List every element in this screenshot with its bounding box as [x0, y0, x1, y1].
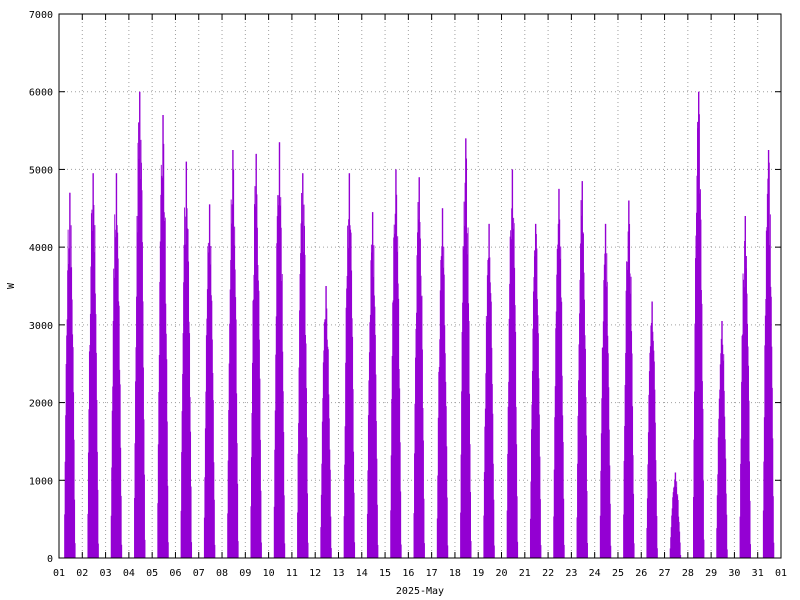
y-tick-label: 2000 [29, 399, 53, 410]
x-tick-label: 26 [635, 568, 647, 579]
x-tick-label: 16 [402, 568, 414, 579]
day-profile-2025-05-06 [180, 161, 193, 558]
x-tick-label: 04 [123, 568, 135, 579]
x-tick-label: 08 [216, 568, 228, 579]
x-tick-label: 09 [239, 568, 251, 579]
y-tick-label: 0 [47, 554, 53, 565]
day-profile-2025-05-15 [390, 169, 402, 558]
x-tick-label: 01 [775, 568, 787, 579]
y-axis: 0 1000 2000 3000 4000 5000 6000 7000 [29, 10, 781, 565]
day-profile-2025-05-27 [669, 472, 682, 558]
x-tick-label: 15 [379, 568, 391, 579]
chart-bars [64, 91, 775, 558]
x-tick-label: 14 [356, 568, 368, 579]
y-tick-label: 4000 [29, 243, 53, 254]
x-axis: 01 02 03 04 05 06 07 08 09 10 11 12 13 14 15 16 17 18 19 20… [53, 14, 787, 579]
day-profile-2025-05-16 [413, 177, 425, 558]
day-profile-2025-05-30 [739, 216, 751, 558]
day-profile-2025-05-12 [320, 286, 332, 558]
x-tick-label: 31 [752, 568, 764, 579]
x-tick-label: 03 [100, 568, 112, 579]
day-profile-2025-05-13 [343, 173, 356, 558]
x-tick-label: 02 [76, 568, 88, 579]
day-profile-2025-05-01 [64, 192, 76, 558]
x-axis-label: 2025-May [396, 586, 444, 597]
day-profile-2025-05-21 [529, 223, 542, 558]
x-tick-label: 10 [263, 568, 275, 579]
day-profile-2025-05-11 [297, 173, 309, 558]
day-profile-2025-05-29 [716, 320, 728, 558]
x-tick-label: 06 [169, 568, 181, 579]
x-tick-label: 22 [542, 568, 554, 579]
x-tick-label: 30 [728, 568, 740, 579]
x-tick-label: 19 [472, 568, 484, 579]
plot-frame [58, 13, 782, 559]
day-profile-2025-05-09 [250, 153, 262, 558]
y-tick-label: 5000 [29, 165, 53, 176]
day-profile-2025-05-31 [762, 150, 775, 558]
y-tick-label: 7000 [29, 10, 53, 21]
x-tick-label: 05 [146, 568, 158, 579]
day-profile-2025-05-23 [576, 181, 588, 558]
day-profile-2025-05-05 [157, 115, 169, 558]
x-tick-label: 25 [612, 568, 624, 579]
day-profile-2025-05-28 [693, 91, 705, 558]
x-tick-label: 11 [286, 568, 298, 579]
y-tick-label: 1000 [29, 476, 53, 487]
x-tick-label: 13 [332, 568, 344, 579]
x-tick-label: 27 [659, 568, 671, 579]
day-profile-2025-05-04 [134, 91, 146, 558]
day-profile-2025-05-17 [436, 208, 449, 558]
day-profile-2025-05-22 [553, 188, 565, 558]
day-profile-2025-05-18 [460, 138, 472, 558]
x-tick-label: 24 [589, 568, 601, 579]
y-axis-label: W [6, 282, 17, 289]
y-tick-label: 3000 [29, 321, 53, 332]
x-tick-label: 21 [519, 568, 531, 579]
x-tick-label: 07 [193, 568, 205, 579]
x-tick-label: 23 [565, 568, 577, 579]
day-profile-2025-05-26 [646, 301, 658, 558]
x-tick-label: 28 [682, 568, 694, 579]
x-tick-label: 18 [449, 568, 461, 579]
x-tick-label: 01 [53, 568, 65, 579]
y-tick-label: 6000 [29, 88, 53, 99]
x-tick-label: 12 [309, 568, 321, 579]
day-profile-2025-05-07 [203, 204, 216, 558]
day-profile-2025-05-03 [110, 173, 123, 558]
day-profile-2025-05-14 [366, 212, 379, 558]
day-profile-2025-05-25 [623, 200, 635, 558]
day-profile-2025-05-19 [483, 223, 495, 558]
day-profile-2025-05-08 [227, 150, 239, 558]
grid-lines [59, 14, 781, 558]
day-profile-2025-05-24 [599, 223, 612, 558]
day-profile-2025-05-10 [273, 142, 286, 558]
x-tick-label: 29 [705, 568, 717, 579]
x-tick-label: 17 [426, 568, 438, 579]
x-tick-label: 20 [495, 568, 507, 579]
day-profile-2025-05-02 [87, 173, 99, 558]
day-profile-2025-05-20 [506, 169, 519, 558]
